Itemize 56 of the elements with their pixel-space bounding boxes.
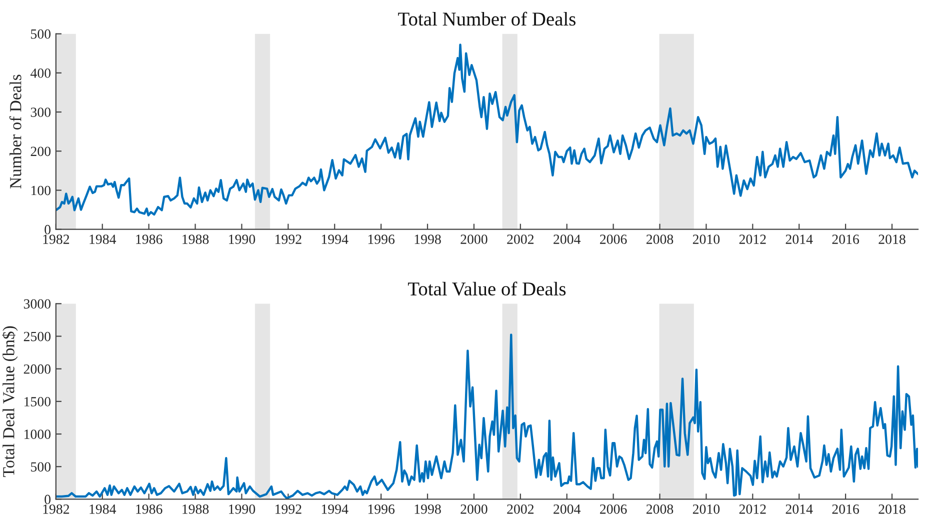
x-tick-label: 1984	[90, 504, 116, 514]
x-tick-label: 1986	[136, 234, 162, 244]
x-tick-label: 2014	[786, 234, 813, 244]
x-tick-label: 2004	[554, 234, 581, 244]
line-series	[56, 44, 918, 216]
x-tick-label: 1982	[43, 234, 70, 244]
x-tick-label: 1988	[182, 234, 209, 244]
x-tick-label: 2012	[739, 234, 766, 244]
y-tick-label: 400	[30, 68, 51, 78]
x-tick-label: 2002	[507, 504, 534, 514]
x-tick-label: 2006	[600, 234, 627, 244]
x-tick-label: 1984	[90, 234, 116, 244]
x-tick-label: 1996	[368, 504, 395, 514]
y-tick-label: 0	[44, 494, 51, 504]
y-tick-label: 200	[30, 146, 51, 156]
x-tick-label: 2008	[646, 504, 674, 514]
x-tick-label: 1994	[322, 234, 348, 244]
y-tick-label: 0	[44, 224, 51, 234]
x-tick-label: 1990	[229, 504, 256, 514]
x-tick-label: 1992	[276, 234, 302, 244]
chart-title: Total Number of Deals	[398, 12, 576, 26]
x-tick-label: 2002	[507, 234, 534, 244]
y-tick-label: 1000	[24, 430, 51, 439]
y-tick-label: 300	[30, 108, 51, 117]
x-tick-label: 2016	[832, 234, 860, 244]
x-tick-label: 2012	[739, 504, 766, 514]
x-tick-label: 1996	[368, 234, 395, 244]
x-tick-label: 2010	[692, 504, 720, 514]
x-tick-label: 1998	[414, 234, 441, 244]
x-tick-label: 2006	[600, 504, 627, 514]
x-tick-label: 1986	[136, 504, 162, 514]
x-tick-label: 1994	[322, 504, 348, 514]
x-tick-label: 1992	[276, 504, 302, 514]
chart-title: Total Value of Deals	[408, 282, 566, 296]
y-tick-label: 3000	[24, 299, 51, 309]
x-tick-label: 2018	[878, 234, 906, 244]
x-tick-label: 2008	[646, 234, 674, 244]
x-tick-label: 1998	[414, 504, 441, 514]
y-tick-label: 2000	[24, 364, 51, 374]
y-axis-title: Total Deal Value (bn$)	[2, 326, 18, 477]
x-tick-label: 2014	[786, 504, 813, 514]
y-tick-label: 500	[31, 462, 51, 472]
y-axis-title: Number of Deals	[9, 74, 22, 188]
x-tick-label: 2010	[692, 234, 720, 244]
x-tick-label: 2016	[832, 504, 860, 514]
x-tick-label: 2000	[460, 234, 488, 244]
y-tick-label: 100	[31, 186, 51, 196]
y-tick-label: 2500	[24, 332, 51, 342]
x-tick-label: 2004	[554, 504, 581, 514]
x-tick-label: 1982	[43, 504, 70, 514]
y-tick-label: 500	[31, 29, 51, 39]
x-tick-label: 2000	[460, 504, 488, 514]
y-tick-label: 1500	[24, 397, 51, 406]
x-tick-label: 2018	[878, 504, 906, 514]
x-tick-label: 1990	[229, 234, 256, 244]
x-tick-label: 1988	[182, 504, 209, 514]
